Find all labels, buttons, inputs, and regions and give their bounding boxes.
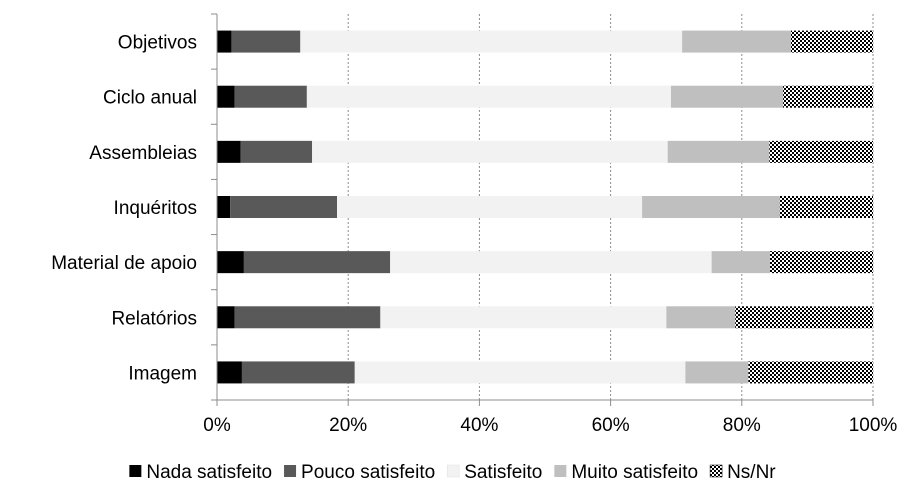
x-tick-label: 80%	[723, 415, 761, 436]
legend-swatch	[129, 465, 142, 477]
axes	[211, 13, 874, 406]
category-label: Imagem	[128, 363, 197, 384]
bar-assembleias-nada-satisfeito	[217, 140, 241, 163]
legend-label: Ns/Nr	[727, 462, 776, 483]
x-tick-label: 0%	[203, 415, 231, 436]
legend-item-ns-nr: Ns/Nr	[709, 462, 776, 483]
bar-objetivos-pouco-satisfeito	[231, 30, 301, 53]
bar-assembleias-pouco-satisfeito	[240, 140, 313, 163]
x-tick-label: 60%	[592, 415, 630, 436]
legend-swatch	[554, 465, 567, 477]
bar-imagem-pouco-satisfeito	[241, 361, 355, 384]
bar-inqueritos-nada-satisfeito	[217, 196, 231, 218]
bar-imagem-nada-satisfeito	[217, 361, 242, 384]
bar-ciclo-anual-pouco-satisfeito	[234, 85, 307, 108]
bar-material-de-apoio-nada-satisfeito	[217, 251, 244, 274]
x-tick-labels: 0% 20% 40% 60% 80% 100%	[203, 415, 897, 436]
bar-relatorios-muito-satisfeito	[666, 306, 736, 329]
bar-relatorios-satisfeito	[380, 306, 667, 329]
bar-ciclo-anual-ns-nr	[783, 85, 873, 108]
legend-item-pouco-satisfeito: Pouco satisfeito	[284, 462, 435, 483]
bar-imagem-ns-nr	[748, 361, 873, 384]
category-label: Assembleias	[89, 143, 197, 164]
legend-label: Nada satisfeito	[146, 462, 272, 483]
bar-inqueritos-pouco-satisfeito	[230, 196, 338, 218]
category-labels: Objetivos Ciclo anual Assembleias Inquérito…	[51, 33, 197, 385]
x-tick-label: 20%	[329, 415, 367, 436]
bar-objetivos-muito-satisfeito	[682, 30, 791, 53]
bar-inqueritos-ns-nr	[779, 196, 873, 218]
category-label: Inquéritos	[114, 198, 197, 219]
bar-relatorios-pouco-satisfeito	[234, 306, 381, 329]
legend-swatch	[446, 464, 460, 478]
bar-material-de-apoio-pouco-satisfeito	[243, 251, 391, 274]
bar-imagem-satisfeito	[354, 361, 686, 384]
legend: Nada satisfeito Pouco satisfeito Satisfeit…	[129, 462, 776, 483]
bar-ciclo-anual-satisfeito	[306, 85, 671, 108]
bar-material-de-apoio-muito-satisfeito	[711, 251, 771, 274]
legend-label: Satisfeito	[464, 462, 542, 483]
bar-inqueritos-muito-satisfeito	[642, 196, 780, 218]
legend-item-satisfeito: Satisfeito	[446, 462, 542, 483]
bar-ciclo-anual-nada-satisfeito	[217, 85, 235, 108]
legend-label: Muito satisfeito	[571, 462, 698, 483]
bar-assembleias-muito-satisfeito	[667, 140, 770, 163]
bar-objetivos-nada-satisfeito	[217, 30, 232, 53]
bar-objetivos-satisfeito	[300, 30, 683, 53]
bar-objetivos-ns-nr	[791, 30, 873, 53]
bars	[217, 30, 873, 384]
bar-relatorios-nada-satisfeito	[217, 306, 235, 329]
x-tick-label: 40%	[460, 415, 498, 436]
category-label: Ciclo anual	[103, 88, 197, 109]
bar-material-de-apoio-satisfeito	[390, 251, 712, 274]
bar-material-de-apoio-ns-nr	[770, 251, 873, 274]
x-tick-label: 100%	[849, 415, 898, 436]
legend-item-muito-satisfeito: Muito satisfeito	[554, 462, 698, 483]
bar-ciclo-anual-muito-satisfeito	[670, 85, 784, 108]
category-label: Material de apoio	[51, 253, 197, 274]
bar-assembleias-ns-nr	[769, 140, 873, 163]
legend-label: Pouco satisfeito	[301, 462, 435, 483]
bar-assembleias-satisfeito	[312, 140, 668, 163]
category-label: Relatórios	[111, 308, 197, 329]
bar-relatorios-ns-nr	[735, 306, 873, 329]
category-label: Objetivos	[118, 33, 197, 54]
legend-swatch	[284, 465, 297, 477]
legend-swatch	[709, 464, 723, 478]
legend-item-nada-satisfeito: Nada satisfeito	[129, 462, 272, 483]
bar-inqueritos-satisfeito	[337, 196, 643, 218]
bar-imagem-muito-satisfeito	[685, 361, 749, 384]
